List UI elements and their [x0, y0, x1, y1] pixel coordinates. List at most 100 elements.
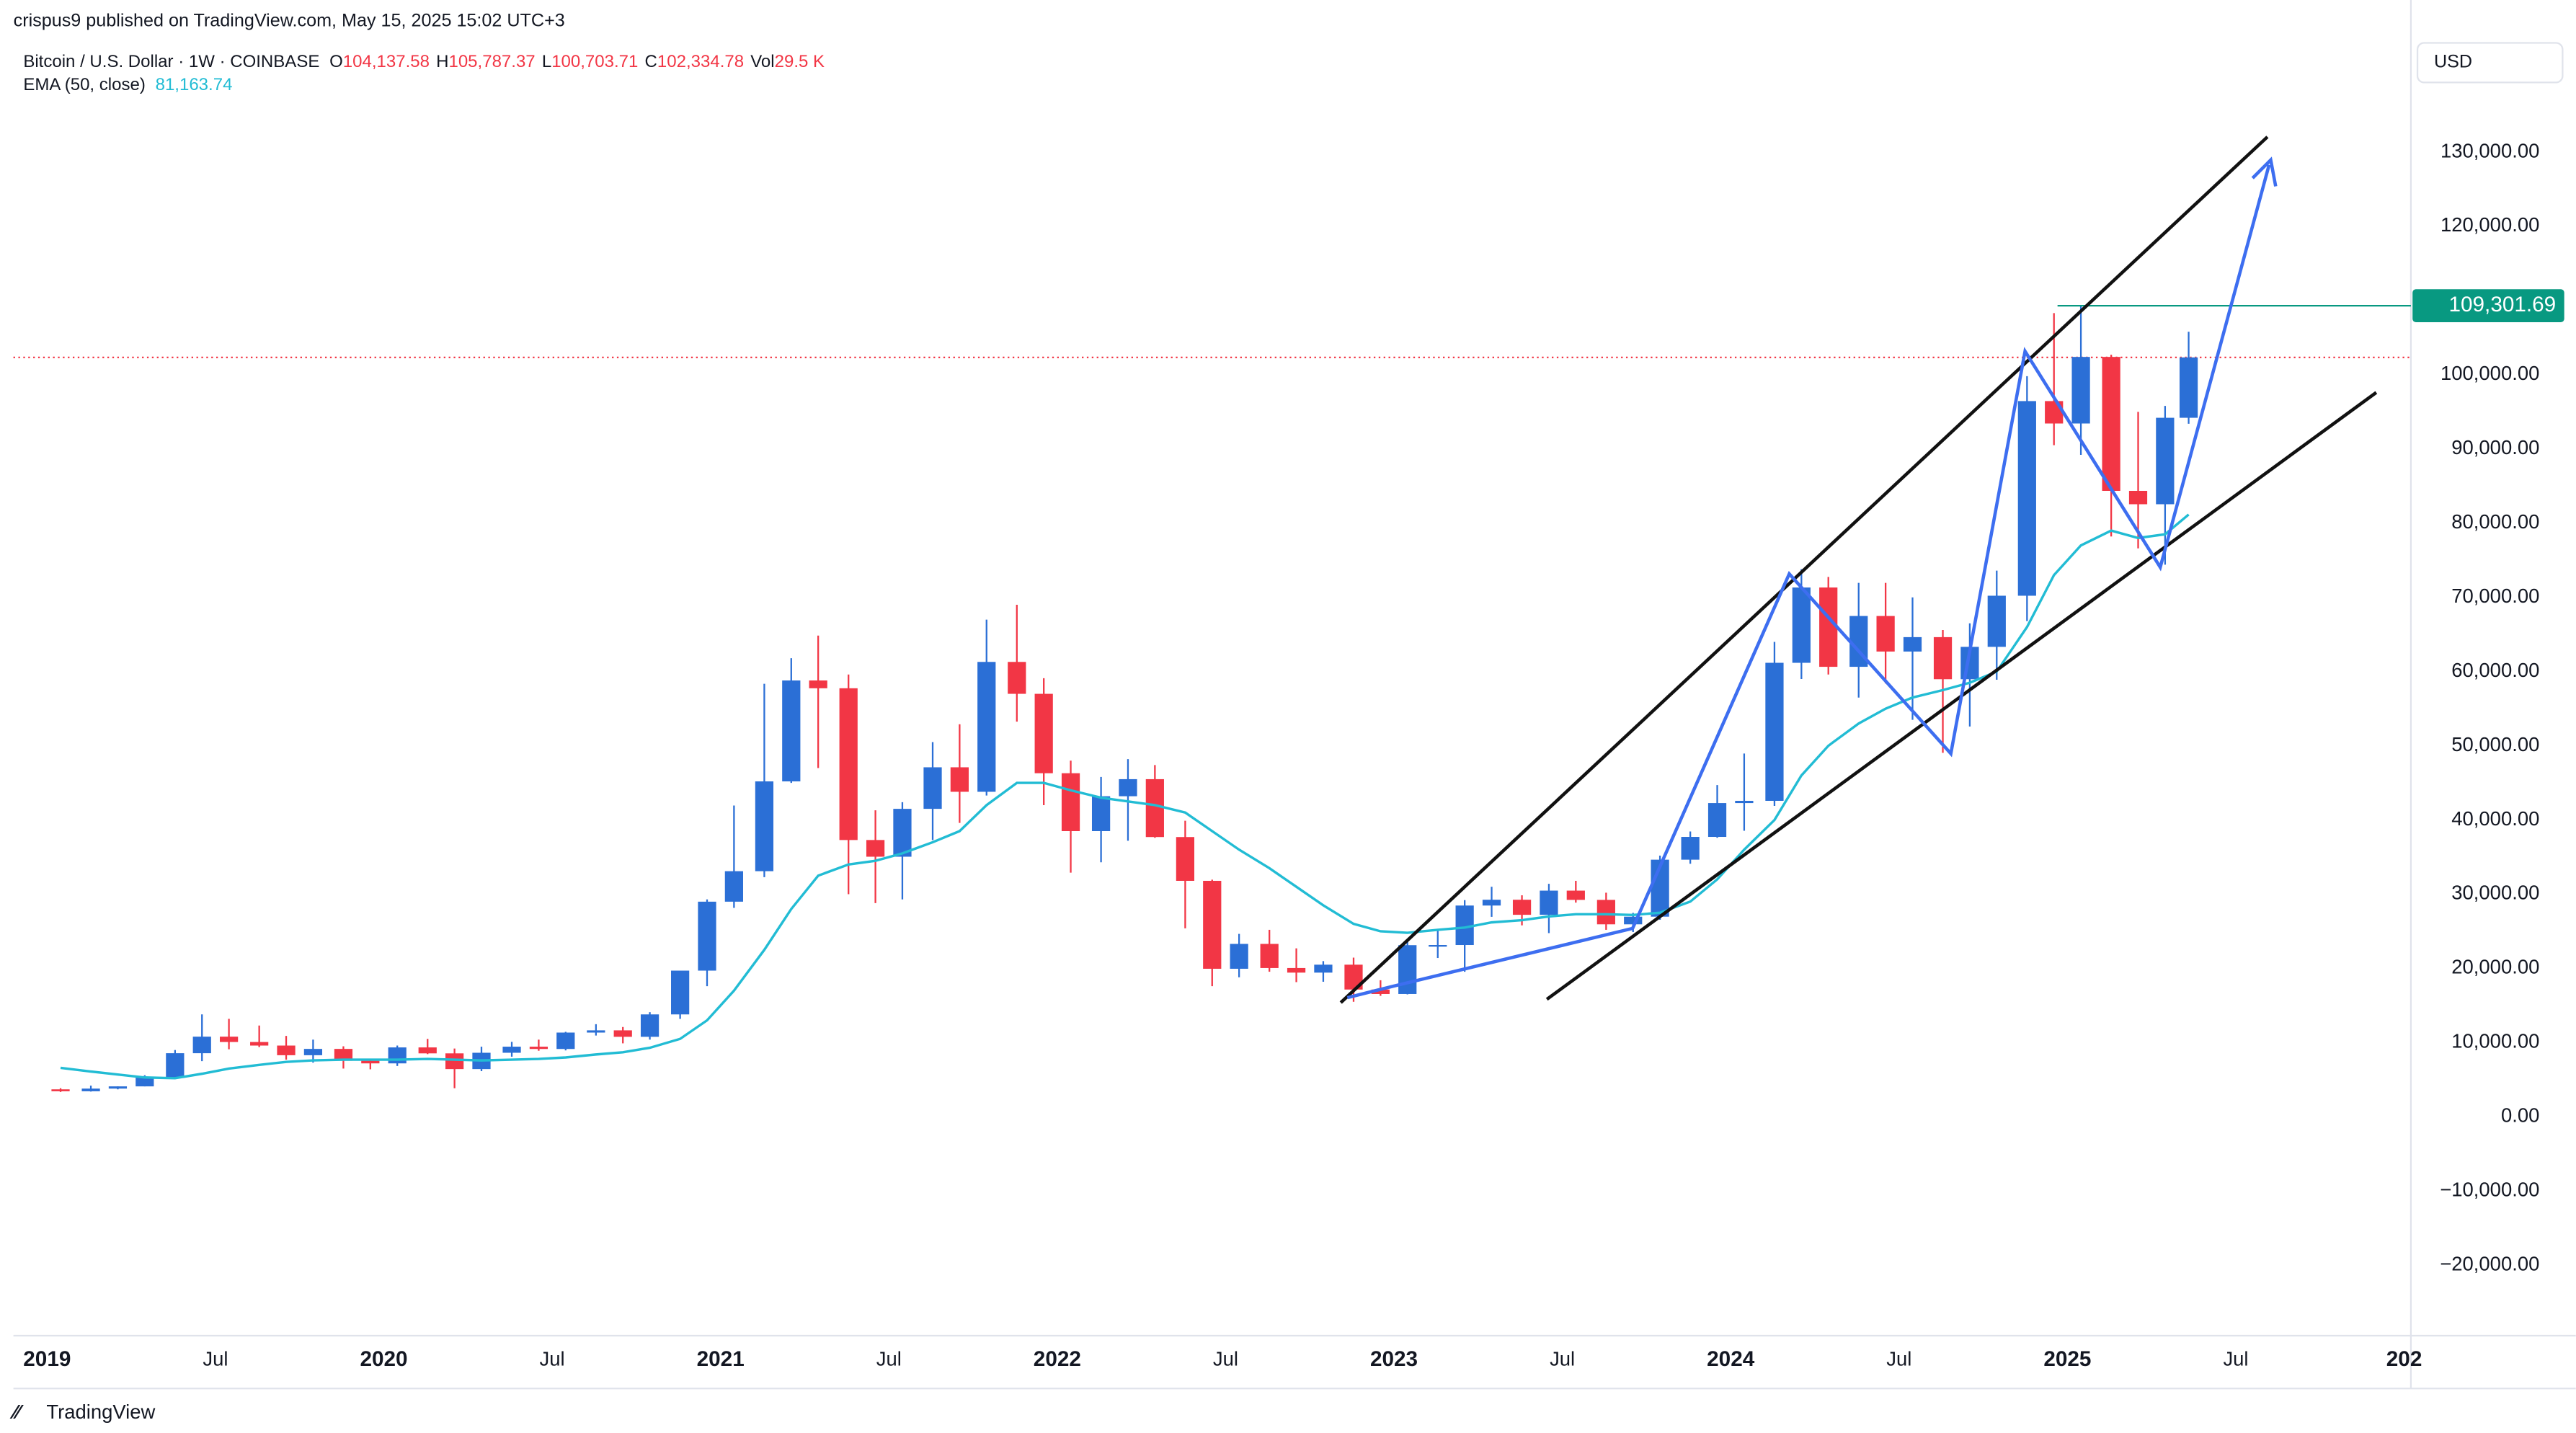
candle-body: [1145, 778, 1164, 838]
candle-body: [2156, 417, 2175, 505]
y-tick-label: 100,000.00: [2440, 362, 2539, 384]
candle-body: [1903, 636, 1922, 652]
y-tick-label: 60,000.00: [2451, 659, 2539, 681]
x-tick-label: Jul: [1886, 1348, 1911, 1370]
candle-body: [1008, 662, 1026, 694]
ohlc-key: H: [436, 52, 448, 71]
candle-body: [166, 1053, 185, 1078]
y-tick-label: 130,000.00: [2440, 139, 2539, 161]
x-tick-label: Jul: [1550, 1348, 1575, 1370]
ohlc-value: 100,703.71: [551, 52, 638, 71]
footer-logo: TradingView: [46, 1401, 155, 1423]
ohlc-value: 102,334.78: [657, 52, 744, 71]
candle-body: [1792, 587, 1811, 663]
y-tick-label: 120,000.00: [2440, 213, 2539, 236]
candle-body: [1987, 595, 2006, 647]
y-tick-label: 70,000.00: [2451, 585, 2539, 607]
ohlc-key: O: [329, 52, 343, 71]
candle-body: [334, 1049, 353, 1061]
y-tick-label: −10,000.00: [2440, 1179, 2539, 1201]
ema-label: EMA (50, close): [23, 75, 146, 94]
candle-body: [136, 1077, 154, 1087]
candle-body: [1371, 989, 1390, 994]
x-tick-label: 202: [2386, 1347, 2422, 1371]
candle-body: [1287, 967, 1306, 973]
candle-body: [108, 1086, 128, 1089]
candle-body: [587, 1030, 605, 1033]
x-tick-label: Jul: [203, 1348, 228, 1370]
x-tick-label: 2025: [2043, 1347, 2091, 1371]
candle-body: [2017, 401, 2036, 596]
trend-line: [1339, 136, 2269, 1004]
candle-body: [1034, 693, 1053, 773]
y-tick-label: 80,000.00: [2451, 510, 2539, 533]
candle-body: [2045, 401, 2064, 424]
candle-body: [1203, 880, 1222, 969]
candle-body: [1765, 662, 1784, 801]
y-tick-label: 20,000.00: [2451, 956, 2539, 978]
candle-body: [1596, 900, 1615, 925]
candle-body: [2102, 357, 2120, 491]
plot-area: [13, 304, 2411, 1092]
candle-body: [1512, 900, 1532, 915]
projection-path: [1346, 164, 2271, 1000]
candle-body: [192, 1037, 211, 1054]
candle-body: [950, 767, 969, 792]
candle-body: [1061, 773, 1080, 831]
candle-body: [81, 1088, 100, 1091]
price-tag-label: 109,301.69: [2448, 293, 2556, 316]
candle-body: [1429, 945, 1447, 947]
x-tick-label: Jul: [2223, 1348, 2248, 1370]
candle-body: [1119, 778, 1137, 797]
y-tick-label: −20,000.00: [2440, 1252, 2539, 1274]
candle-body: [2071, 357, 2090, 424]
y-tick-label: 10,000.00: [2451, 1030, 2539, 1052]
x-tick-label: Jul: [540, 1348, 565, 1370]
candle-body: [51, 1089, 70, 1091]
candle-body: [698, 901, 716, 971]
candle-body: [2128, 490, 2148, 505]
y-tick-label: 40,000.00: [2451, 807, 2539, 830]
candle-body: [445, 1053, 464, 1070]
x-tick-label: 2021: [697, 1347, 745, 1371]
currency-box[interactable]: [2416, 42, 2564, 84]
candle-body: [1091, 796, 1111, 831]
candle-body: [782, 680, 801, 782]
candle-body: [1540, 890, 1558, 915]
x-tick-label: 2020: [360, 1347, 407, 1371]
ohlc-key: L: [542, 52, 551, 71]
candle-body: [1933, 636, 1953, 680]
symbol-title: Bitcoin / U.S. Dollar · 1W · COINBASE: [23, 52, 319, 71]
candle-body: [1176, 837, 1195, 881]
candle-body: [1624, 916, 1643, 925]
ema-header: EMA (50, close) 81,163.74: [23, 75, 232, 94]
candle-body: [1314, 964, 1333, 973]
candle-body: [1260, 944, 1279, 968]
candle-body: [866, 840, 885, 857]
symbol-header: Bitcoin / U.S. Dollar · 1W · COINBASE O10…: [23, 52, 825, 71]
candle-body: [277, 1045, 296, 1055]
published-note: crispus9 published on TradingView.com, M…: [14, 10, 565, 30]
candle-body: [556, 1032, 575, 1050]
candle-body: [1482, 900, 1501, 906]
candle-body: [303, 1049, 323, 1055]
price-tag: [2412, 289, 2564, 322]
x-tick-label: 2022: [1034, 1347, 1081, 1371]
candle-body: [755, 781, 774, 871]
candle-body: [839, 688, 858, 840]
candle-body: [219, 1037, 239, 1042]
x-tick-label: 2024: [1707, 1347, 1755, 1371]
x-tick-label: Jul: [1213, 1348, 1238, 1370]
ohlc-value: 104,137.58: [343, 52, 430, 71]
ohlc-value: 105,787.37: [448, 52, 535, 71]
ema-line: [60, 513, 2190, 1080]
candle-body: [809, 680, 827, 688]
candle-body: [1819, 587, 1838, 667]
candle-body: [1681, 837, 1700, 860]
candle-body: [1735, 800, 1754, 804]
currency[interactable]: USD: [2434, 52, 2472, 72]
candle-body: [923, 767, 942, 809]
candle-body: [1707, 803, 1727, 838]
candle-body: [529, 1047, 548, 1050]
